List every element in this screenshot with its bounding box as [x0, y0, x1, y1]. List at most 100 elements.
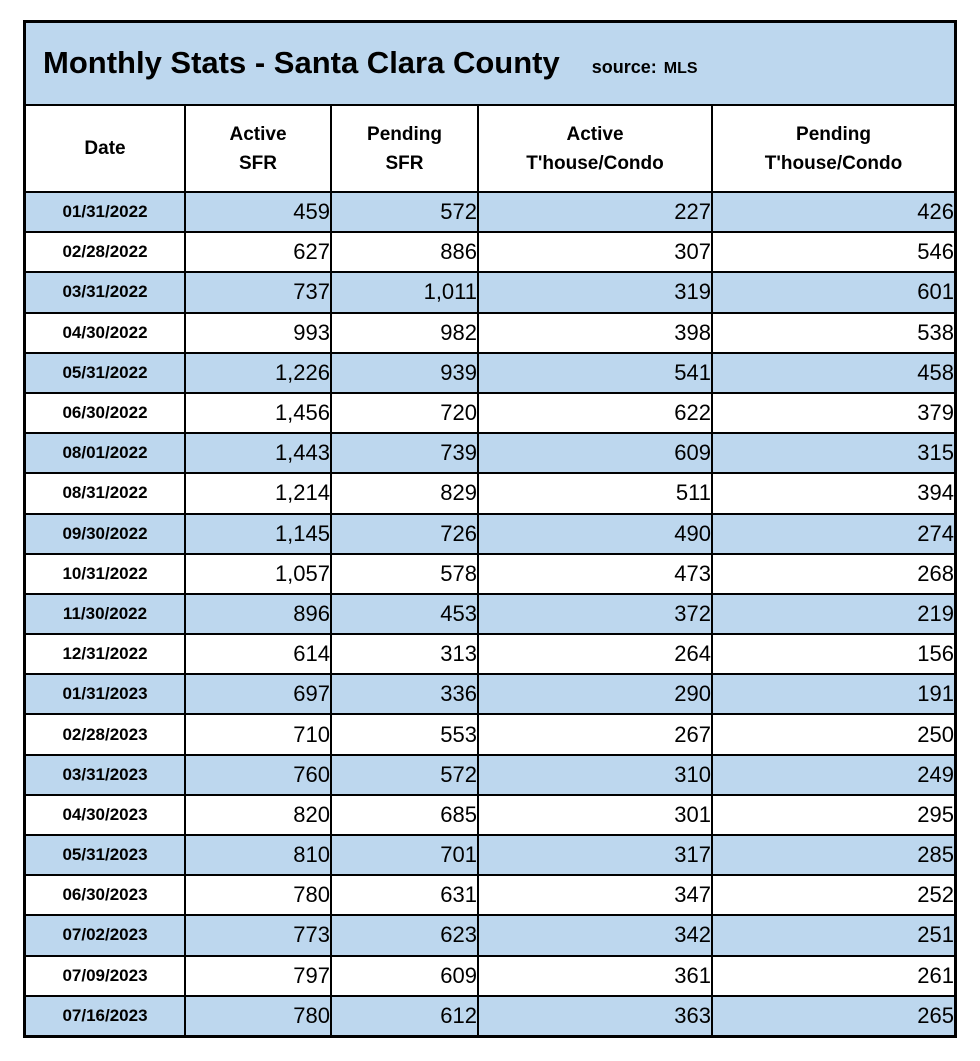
value-cell: 265 — [711, 994, 954, 1035]
value-cell: 546 — [711, 231, 954, 274]
table-row: 02/28/2022 627 886 307 546 — [26, 231, 954, 274]
column-header-line: SFR — [385, 152, 424, 174]
value-cell: 379 — [711, 391, 954, 435]
table-row: 02/28/2023 710 553 267 250 — [26, 713, 954, 756]
value-cell: 622 — [477, 391, 713, 435]
value-cell: 372 — [477, 592, 713, 636]
table-header: Date Active SFR Pending SFR Active T'house/Con… — [26, 106, 954, 193]
date-cell: 02/28/2022 — [26, 231, 186, 274]
value-cell: 261 — [711, 954, 954, 997]
date-cell: 04/30/2023 — [26, 793, 186, 837]
value-cell: 426 — [711, 190, 954, 234]
value-cell: 219 — [711, 592, 954, 636]
value-cell: 250 — [711, 713, 954, 756]
value-cell: 473 — [477, 552, 713, 595]
table-row: 07/02/2023 773 623 342 251 — [26, 914, 954, 957]
value-cell: 156 — [711, 633, 954, 676]
column-header: Pending SFR — [330, 106, 479, 193]
value-cell: 274 — [711, 512, 954, 555]
value-cell: 572 — [330, 190, 479, 234]
table-row: 01/31/2022 459 572 227 426 — [26, 190, 954, 234]
date-cell: 07/02/2023 — [26, 914, 186, 957]
table-row: 03/31/2022 737 1,011 319 601 — [26, 271, 954, 314]
date-cell: 09/30/2022 — [26, 512, 186, 555]
value-cell: 342 — [477, 914, 713, 957]
column-header-line: T'house/Condo — [764, 152, 903, 174]
date-cell: 10/31/2022 — [26, 552, 186, 595]
table-row: 08/01/2022 1,443 739 609 315 — [26, 432, 954, 475]
value-cell: 227 — [477, 190, 713, 234]
table-row: 08/31/2022 1,214 829 511 394 — [26, 472, 954, 515]
table-row: 12/31/2022 614 313 264 156 — [26, 633, 954, 676]
value-cell: 572 — [330, 753, 479, 796]
date-cell: 07/16/2023 — [26, 994, 186, 1035]
table-row: 10/31/2022 1,057 578 473 268 — [26, 552, 954, 595]
table-row: 07/09/2023 797 609 361 261 — [26, 954, 954, 997]
value-cell: 601 — [711, 271, 954, 314]
title-bar: Monthly Stats - Santa Clara County sourc… — [26, 23, 954, 106]
value-cell: 1,214 — [184, 472, 332, 515]
value-cell: 310 — [477, 753, 713, 796]
value-cell: 538 — [711, 311, 954, 354]
value-cell: 631 — [330, 874, 479, 917]
value-cell: 458 — [711, 351, 954, 394]
table-row: 03/31/2023 760 572 310 249 — [26, 753, 954, 796]
value-cell: 490 — [477, 512, 713, 555]
table-row: 01/31/2023 697 336 290 191 — [26, 673, 954, 716]
column-header-row: Date Active SFR Pending SFR Active T'house/Con… — [26, 106, 954, 193]
value-cell: 939 — [330, 351, 479, 394]
column-header-line: Pending — [796, 123, 871, 145]
table-body: 01/31/2022 459 572 227 426 02/28/2022 627 886 30… — [26, 190, 954, 1035]
value-cell: 336 — [330, 673, 479, 716]
table-row: 06/30/2022 1,456 720 622 379 — [26, 391, 954, 435]
value-cell: 627 — [184, 231, 332, 274]
column-header: Active T'house/Condo — [477, 106, 713, 193]
value-cell: 347 — [477, 874, 713, 917]
table-row: 04/30/2023 820 685 301 295 — [26, 793, 954, 837]
date-cell: 03/31/2022 — [26, 271, 186, 314]
column-header-line: Active — [229, 123, 287, 145]
date-cell: 05/31/2023 — [26, 833, 186, 877]
column-header: Date — [26, 106, 186, 193]
column-header-line: T'house/Condo — [526, 152, 664, 174]
column-header-line: Pending — [367, 123, 442, 145]
value-cell: 1,145 — [184, 512, 332, 555]
date-cell: 03/31/2023 — [26, 753, 186, 796]
value-cell: 361 — [477, 954, 713, 997]
value-cell: 1,456 — [184, 391, 332, 435]
value-cell: 797 — [184, 954, 332, 997]
value-cell: 820 — [184, 793, 332, 837]
value-cell: 829 — [330, 472, 479, 515]
page-title: Monthly Stats - Santa Clara County — [43, 45, 560, 80]
value-cell: 317 — [477, 833, 713, 877]
value-cell: 307 — [477, 231, 713, 274]
value-cell: 710 — [184, 713, 332, 756]
date-cell: 06/30/2023 — [26, 874, 186, 917]
value-cell: 459 — [184, 190, 332, 234]
value-cell: 623 — [330, 914, 479, 957]
date-cell: 06/30/2022 — [26, 391, 186, 435]
stats-table: Date Active SFR Pending SFR Active T'house/Con… — [26, 106, 954, 1035]
value-cell: 614 — [184, 633, 332, 676]
source-value: MLS — [663, 60, 698, 77]
value-cell: 319 — [477, 271, 713, 314]
stats-table-panel: Monthly Stats - Santa Clara County sourc… — [23, 20, 957, 1038]
value-cell: 252 — [711, 874, 954, 917]
date-cell: 12/31/2022 — [26, 633, 186, 676]
table-row: 09/30/2022 1,145 726 490 274 — [26, 512, 954, 555]
value-cell: 249 — [711, 753, 954, 796]
value-cell: 773 — [184, 914, 332, 957]
value-cell: 780 — [184, 994, 332, 1035]
value-cell: 290 — [477, 673, 713, 716]
value-cell: 398 — [477, 311, 713, 354]
value-cell: 982 — [330, 311, 479, 354]
value-cell: 264 — [477, 633, 713, 676]
date-cell: 01/31/2022 — [26, 190, 186, 234]
value-cell: 295 — [711, 793, 954, 837]
value-cell: 737 — [184, 271, 332, 314]
source-label: source: — [591, 57, 657, 77]
value-cell: 896 — [184, 592, 332, 636]
value-cell: 685 — [330, 793, 479, 837]
value-cell: 760 — [184, 753, 332, 796]
